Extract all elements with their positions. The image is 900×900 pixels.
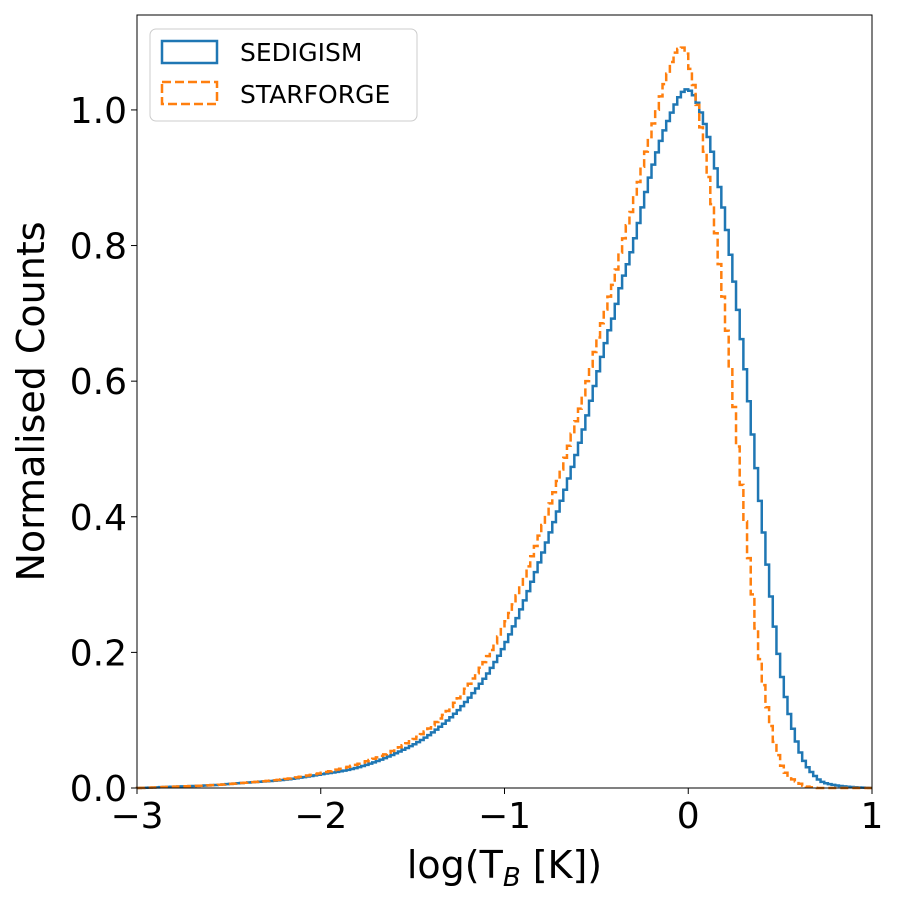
- y-axis-label: Normalised Counts: [9, 221, 53, 581]
- x-axis-ticks: −3 −2 −1 0 1: [110, 788, 883, 837]
- x-axis-label: log(TB [K]): [407, 843, 602, 893]
- y-tick-label: 0.0: [70, 769, 127, 810]
- y-tick-label: 1.0: [70, 91, 127, 132]
- x-axis-label-subscript: B: [503, 863, 521, 893]
- x-tick-label: 1: [861, 796, 884, 837]
- legend-label-starforge: STARFORGE: [240, 80, 390, 109]
- y-tick-label: 0.8: [70, 227, 127, 268]
- y-axis-ticks: 0.0 0.2 0.4 0.6 0.8 1.0: [70, 91, 137, 810]
- plot-area: [135, 46, 872, 790]
- y-tick-label: 0.6: [70, 362, 127, 403]
- x-axis-label-tail: [K]): [521, 843, 602, 887]
- series-sedigism-step-line: [135, 88, 872, 790]
- x-tick-label: 0: [677, 796, 700, 837]
- legend-swatch-sedigism: [160, 39, 219, 65]
- y-tick-label: 0.2: [70, 633, 127, 674]
- legend-swatch-starforge: [160, 80, 219, 106]
- x-tick-label: −2: [294, 796, 347, 837]
- x-tick-label: −1: [478, 796, 531, 837]
- legend: SEDIGISM STARFORGE: [149, 28, 418, 122]
- x-axis-label-main: log(T: [407, 843, 504, 887]
- axes-frame: [136, 14, 873, 789]
- x-tick-label: −3: [110, 796, 163, 837]
- legend-label-sedigism: SEDIGISM: [240, 38, 362, 67]
- y-tick-label: 0.4: [70, 498, 127, 539]
- series-starforge-step-line: [135, 46, 872, 790]
